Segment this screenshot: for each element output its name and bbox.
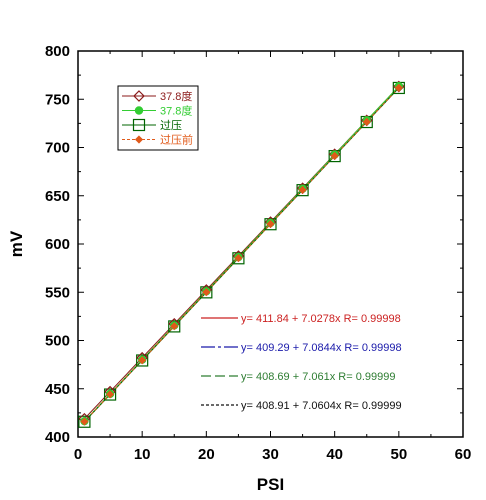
fit-value: 408.69 [256, 371, 290, 383]
x-tick-label: 20 [198, 446, 215, 463]
fit-value: 0.99998 [362, 342, 402, 354]
legend-marker [134, 106, 144, 115]
series-line [84, 87, 400, 422]
x-axis-title: PSI [257, 475, 284, 494]
data-point [200, 286, 213, 299]
fit-equation: y= 408.91 + 7.0604x R= 0.99999 [241, 400, 402, 412]
fit-value: 7.0844 [302, 342, 336, 354]
data-point [362, 117, 371, 126]
fit-value: 0.99999 [362, 400, 402, 412]
x-tick-label: 0 [74, 446, 82, 463]
fit-equation: y= 411.84 + 7.0278x R= 0.99998 [241, 313, 401, 325]
fit-value: 0.99999 [356, 371, 396, 383]
data-point [78, 415, 91, 428]
data-point [330, 151, 339, 160]
data-point [232, 252, 245, 265]
fit-value: 0.99998 [361, 313, 401, 325]
legend-label: 过压前 [160, 133, 193, 147]
data-point [168, 320, 181, 333]
legend-marker [134, 135, 144, 144]
fit-value: 408.91 [256, 400, 290, 412]
data-point [170, 322, 179, 331]
y-tick-label: 450 [45, 381, 70, 398]
legend-marker [133, 90, 145, 102]
data-point [266, 219, 275, 229]
data-point [103, 388, 117, 401]
data-point [80, 417, 89, 426]
fit-equation: y= 408.69 + 7.061x R= 0.99999 [241, 371, 395, 383]
legend-label: 过压 [160, 119, 182, 132]
fit-value: 7.061 [302, 371, 330, 383]
x-tick-label: 60 [455, 446, 472, 463]
data-point [138, 356, 147, 365]
legend-label: 37.8度 [160, 104, 192, 118]
x-tick-label: 10 [134, 446, 151, 463]
data-point [298, 185, 307, 195]
legend-label: 37.8度 [160, 89, 192, 103]
y-tick-label: 550 [45, 284, 70, 301]
data-point [394, 83, 403, 92]
fit-annotations: y= 411.84 + 7.0278x R= 0.99998 y= 409.29 … [201, 313, 402, 412]
data-point [106, 390, 115, 399]
legend-marker [132, 118, 146, 132]
x-axis: 0 10 20 30 40 50 60 [74, 51, 472, 463]
fit-value: 7.0604 [302, 400, 336, 412]
x-tick-label: 30 [262, 446, 279, 463]
x-tick-label: 40 [326, 446, 343, 463]
y-tick-label: 750 [45, 91, 70, 108]
y-tick-label: 500 [45, 333, 70, 350]
y-axis: 400 450 500 550 600 650 700 750 800 [45, 43, 463, 446]
fit-value: 7.0278 [301, 313, 335, 325]
series-layer [78, 80, 405, 428]
data-point [234, 254, 243, 263]
y-tick-label: 700 [45, 140, 70, 157]
y-tick-label: 800 [45, 43, 70, 60]
fit-value: 411.84 [256, 313, 289, 325]
y-tick-label: 600 [45, 236, 70, 253]
y-axis-title: mV [7, 230, 26, 257]
data-point [202, 288, 211, 297]
fit-value: 409.29 [256, 342, 290, 354]
data-point [136, 354, 149, 367]
y-tick-label: 650 [45, 188, 70, 205]
fit-equation: y= 409.29 + 7.0844x R= 0.99998 [241, 342, 402, 354]
data-point [264, 218, 277, 231]
legend-box [117, 85, 199, 151]
x-tick-label: 50 [390, 446, 407, 463]
y-tick-label: 400 [45, 429, 70, 446]
